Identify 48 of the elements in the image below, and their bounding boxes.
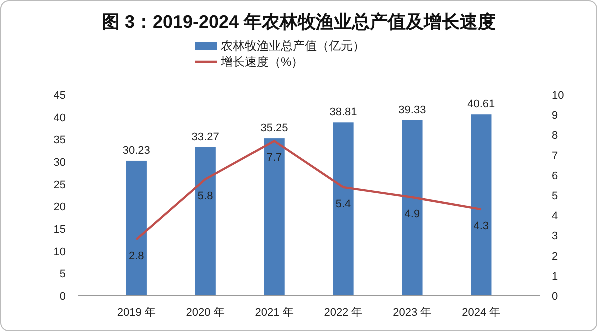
y2-tick-label: 4 bbox=[552, 210, 558, 223]
data-label: 39.33 bbox=[398, 104, 426, 116]
y-tick-label: 10 bbox=[54, 246, 66, 258]
y-tick-label: 40 bbox=[54, 112, 66, 124]
x-tick-label: 2024 年 bbox=[462, 307, 501, 319]
y2-tick-label: 7 bbox=[552, 150, 558, 162]
y-tick-label: 35 bbox=[54, 134, 66, 147]
data-label: 4.3 bbox=[474, 220, 490, 233]
y-tick-label: 5 bbox=[60, 268, 66, 281]
y2-tick-label: 9 bbox=[552, 110, 558, 122]
x-tick-label: 2019 年 bbox=[117, 307, 156, 319]
y-tick-label: 30 bbox=[54, 157, 66, 169]
data-label: 38.81 bbox=[330, 106, 358, 119]
x-tick-label: 2021 年 bbox=[255, 307, 294, 319]
bar bbox=[471, 114, 492, 296]
y-tick-label: 20 bbox=[54, 202, 66, 214]
data-label: 2.8 bbox=[128, 250, 144, 263]
y-tick-label: 25 bbox=[54, 179, 66, 192]
x-tick-label: 2023 年 bbox=[393, 307, 432, 319]
y-tick-label: 15 bbox=[54, 224, 66, 236]
y-tick-label: 45 bbox=[54, 90, 66, 102]
bar bbox=[195, 147, 216, 296]
legend-label: 增长速度（%） bbox=[220, 55, 304, 69]
data-label: 5.8 bbox=[198, 190, 214, 202]
data-label: 7.7 bbox=[266, 152, 282, 164]
y2-tick-label: 2 bbox=[552, 250, 558, 263]
x-tick-label: 2022 年 bbox=[324, 307, 363, 319]
data-label: 40.61 bbox=[468, 98, 496, 111]
y2-tick-label: 10 bbox=[552, 90, 564, 102]
y-tick-label: 0 bbox=[60, 291, 66, 303]
legend-label: 农林牧渔业总产值（亿元） bbox=[221, 39, 365, 53]
bar bbox=[126, 160, 147, 296]
y2-tick-label: 6 bbox=[552, 170, 558, 182]
y2-tick-label: 5 bbox=[552, 190, 558, 202]
x-tick-label: 2020 年 bbox=[186, 307, 225, 319]
y2-tick-label: 0 bbox=[552, 291, 558, 303]
y2-tick-label: 3 bbox=[552, 230, 558, 243]
chart-title: 图 3：2019-2024 年农林牧渔业总产值及增长速度 bbox=[102, 12, 496, 32]
bar bbox=[333, 122, 354, 296]
data-label: 33.27 bbox=[192, 131, 220, 144]
bar bbox=[402, 120, 423, 296]
data-label: 4.9 bbox=[404, 208, 420, 221]
data-label: 5.4 bbox=[336, 198, 352, 210]
y2-tick-label: 1 bbox=[552, 270, 558, 283]
y2-tick-label: 8 bbox=[552, 130, 558, 142]
data-label: 35.25 bbox=[260, 122, 288, 135]
data-label: 30.23 bbox=[122, 144, 150, 157]
bar bbox=[264, 138, 285, 296]
